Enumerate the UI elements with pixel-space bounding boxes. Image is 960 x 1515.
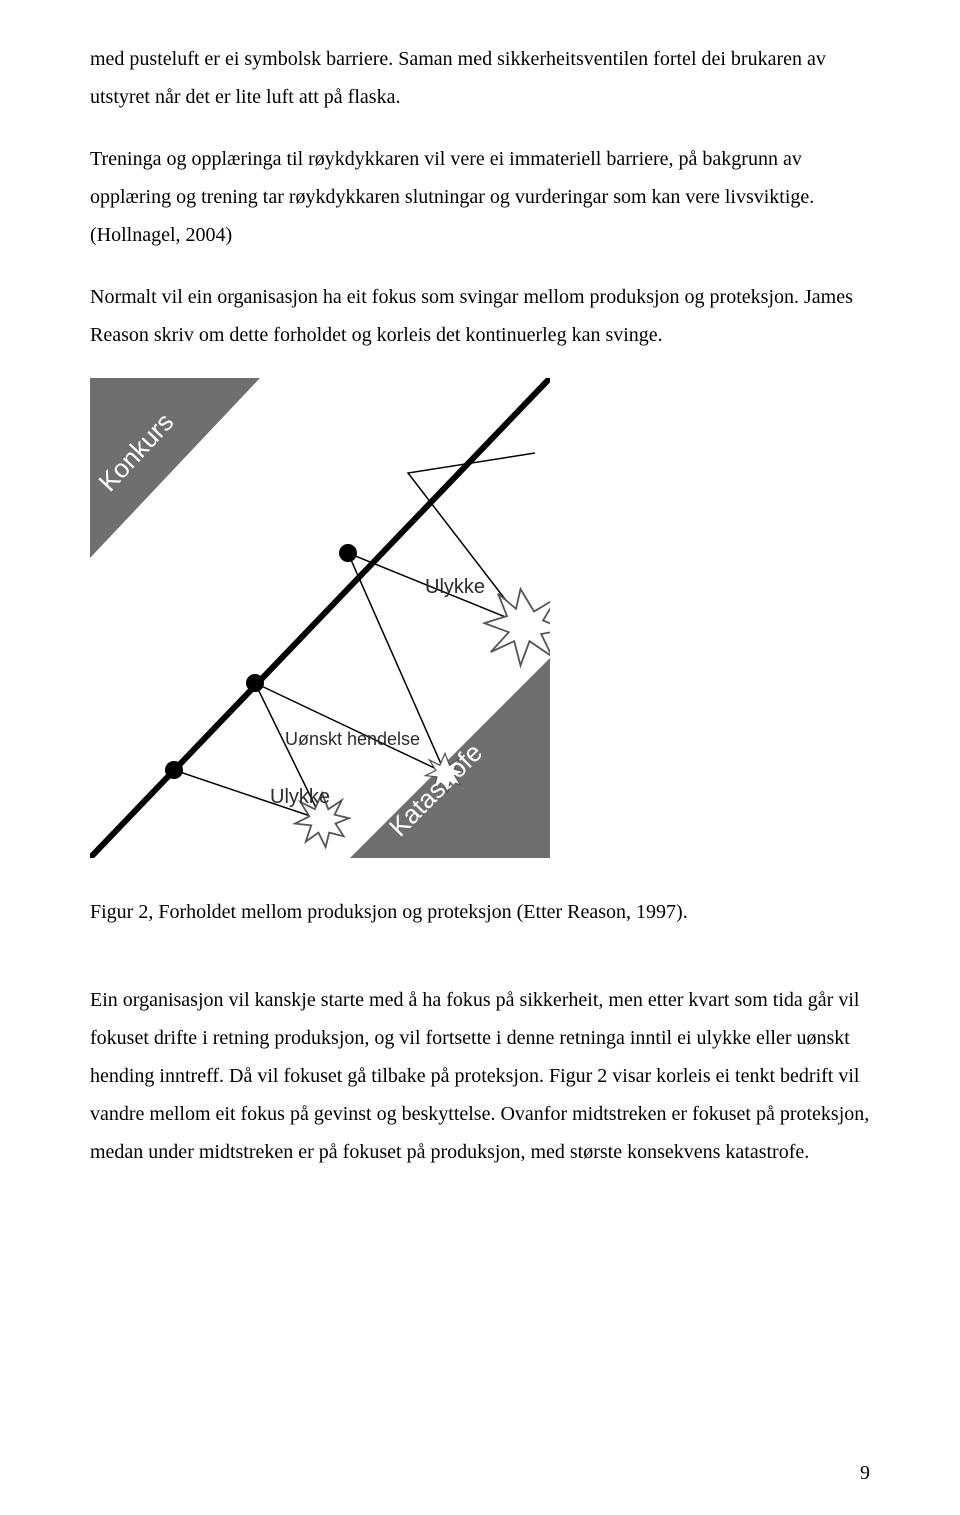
page: med pusteluft er ei symbolsk barriere. S…	[0, 0, 960, 1515]
figure-caption: Figur 2, Forholdet mellom produksjon og …	[90, 893, 870, 931]
svg-text:Uønskt hendelse: Uønskt hendelse	[285, 729, 420, 749]
svg-text:Ulykke: Ulykke	[270, 786, 330, 808]
page-number: 9	[860, 1462, 870, 1485]
paragraph-3: Normalt vil ein organisasjon ha eit foku…	[90, 278, 870, 354]
figure-svg: UlykkeUønskt hendelseUlykkeKonkursKatast…	[90, 378, 550, 858]
paragraph-4: Ein organisasjon vil kanskje starte med …	[90, 981, 870, 1171]
paragraph-2: Treninga og opplæringa til røykdykkaren …	[90, 140, 870, 254]
paragraph-1: med pusteluft er ei symbolsk barriere. S…	[90, 40, 870, 116]
figure-2: UlykkeUønskt hendelseUlykkeKonkursKatast…	[90, 378, 870, 863]
svg-text:Ulykke: Ulykke	[425, 576, 485, 598]
